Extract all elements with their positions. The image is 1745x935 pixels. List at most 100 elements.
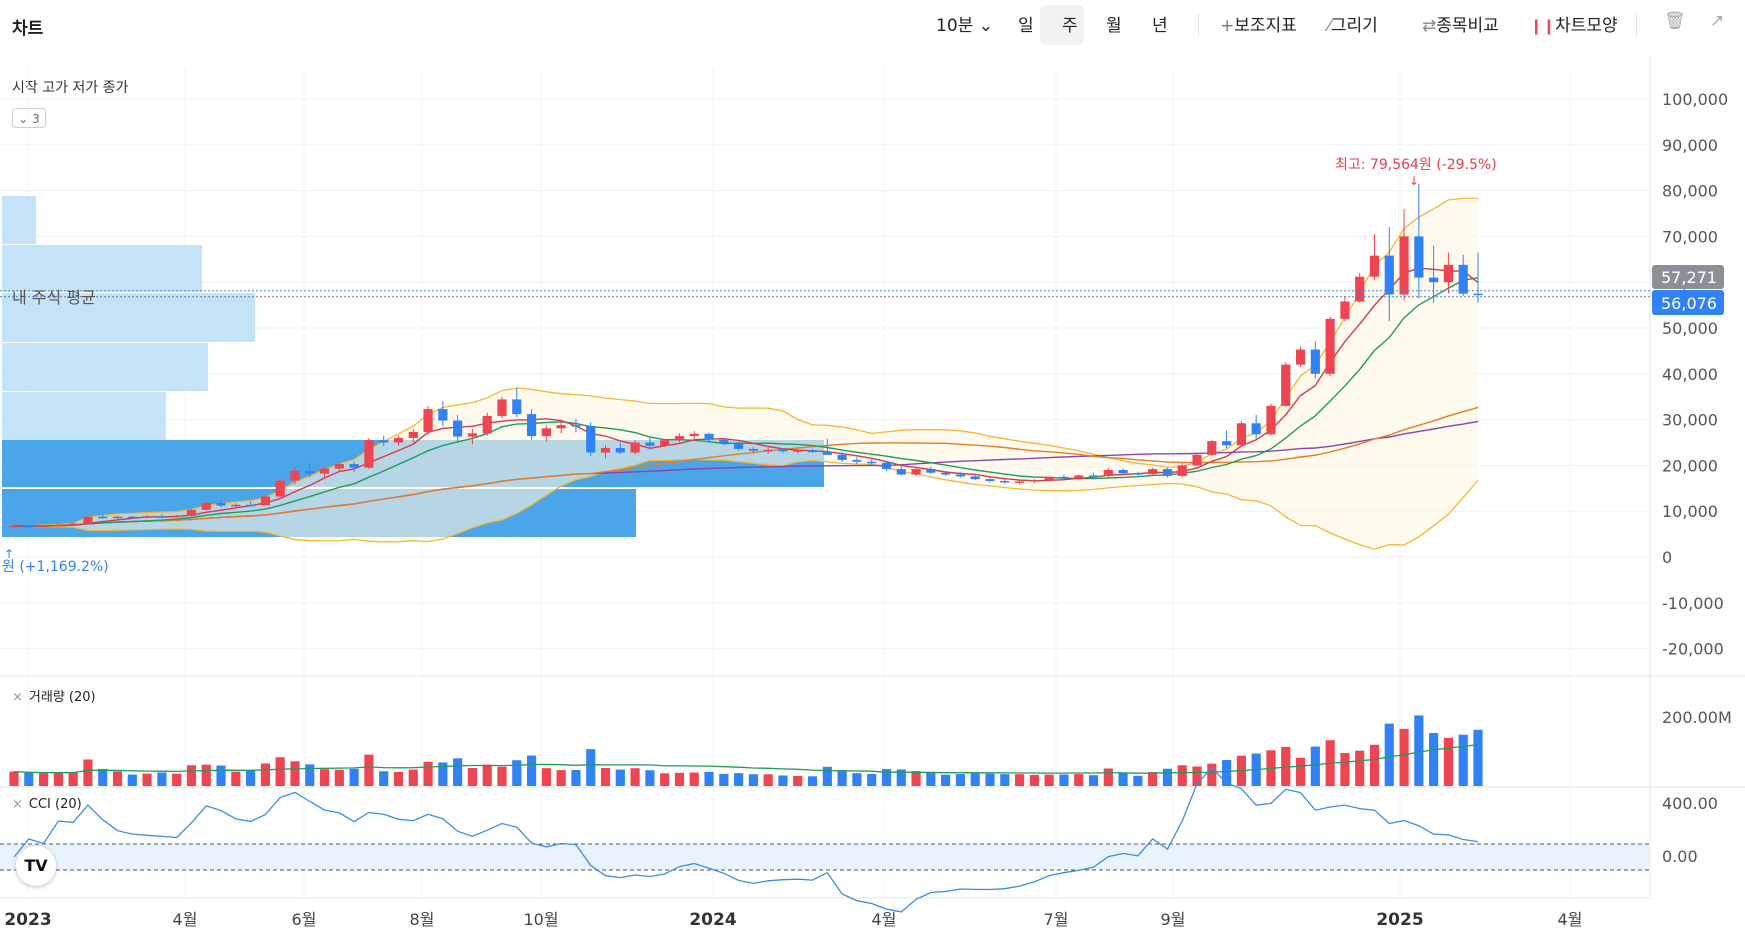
volume-bar [674,772,685,786]
legend-chip-count: 3 [32,112,40,126]
candle-body [1000,480,1010,483]
volume-bar [1207,763,1217,786]
bollinger-lower-line [13,458,1479,550]
candle-body [526,414,537,437]
volume-bar [556,770,566,786]
period-day-button[interactable]: 일 [1018,16,1034,36]
candle-body [379,440,389,443]
draw-button[interactable]: ⁄그리기 [1328,11,1378,36]
cci-line [13,766,1479,913]
price-tag-grey-bg [1652,265,1724,289]
candle-body [1295,349,1306,365]
candle-body [793,450,803,452]
tradingview-logo[interactable]: TV [16,846,56,886]
compare-button[interactable]: ⇄종목비교 [1422,11,1499,36]
chevron-down-icon: ⌄ [18,112,29,126]
period-selected-bg [1040,5,1084,45]
candle-body [38,525,49,527]
period-month-button[interactable]: 월 [1106,16,1122,36]
ma-5-line [13,267,1479,527]
y-tick-label: 80,000 [1662,182,1718,201]
close-icon[interactable]: × [12,690,23,705]
volume-bar [186,765,197,786]
x-tick-label: 8월 [410,910,435,929]
interval-dropdown[interactable]: 10분 ⌄ [936,11,993,36]
volume-bar [1458,734,1468,786]
candle-body [1458,264,1468,294]
candle-body [1251,423,1261,435]
legend-collapse-chip[interactable]: ⌄ 3 [12,108,46,128]
volume-bar [1429,733,1439,786]
period-year-button[interactable]: 년 [1152,16,1168,36]
volume-bar [1133,775,1143,786]
candle-body [1266,405,1276,435]
chevron-down-icon: ⌄ [978,16,993,36]
candle-body [1355,276,1365,302]
volume-y-label: 200.00M [1662,708,1732,727]
candle-body [630,442,640,453]
candle-body [1133,473,1143,475]
candle-body [290,470,300,481]
candle-body [334,464,344,469]
x-tick-label: 10월 [523,910,558,929]
toolbar-divider-2 [1636,14,1637,36]
candle-body [985,479,995,481]
volume-bar [216,765,226,786]
cci-band-fill [0,844,1650,870]
chart-shape-button[interactable]: ❙❙차트모양 [1530,11,1618,36]
volume-bar [719,773,729,786]
volume-bar [941,774,951,786]
volume-bar [275,757,285,786]
volume-bar [38,773,49,786]
volume-bar [453,758,463,786]
candle-body [319,468,330,474]
period-week-button[interactable]: 주 [1062,16,1078,36]
volume-bar [793,775,803,786]
volume-bar [763,774,773,786]
y-tick-label: 0 [1662,548,1672,567]
candle-body [393,437,404,443]
candle-body [216,502,226,506]
candle-body [926,469,936,473]
volume-bar [985,773,995,786]
volume-bar [807,776,818,786]
candle-body [852,459,862,462]
volume-bar [334,769,344,786]
volume-bar [467,768,478,786]
indicators-button[interactable]: +보조지표 [1220,11,1297,36]
expand-icon[interactable]: ↗ [1710,11,1725,31]
ma-10-line [13,277,1479,527]
price-tag-blue-bg [1652,290,1724,315]
candle-body [867,461,877,464]
candle-body [941,472,951,475]
volume-bar [615,769,625,786]
volume-ma-line [13,743,1479,774]
volume-bar [748,774,758,786]
volume-bar [689,772,699,786]
volume-bar [1473,729,1483,786]
x-tick-label: 4월 [872,910,897,929]
tradingview-logo-icon: TV [24,856,48,875]
ohlc-legend: 시작 고가 저가 종가 [12,80,129,96]
candle-body [1118,469,1128,474]
candle-body [674,436,685,441]
candle-body [881,462,892,470]
volume-bar [98,768,108,786]
candle-body [1059,476,1069,479]
volume-bar [1384,723,1394,786]
volume-bar [157,772,167,786]
volume-bar [822,766,832,786]
volume-bar [526,755,537,786]
candle-body [1074,475,1084,478]
candle-body [275,480,285,497]
close-icon[interactable]: × [12,797,23,812]
y-tick-label: 50,000 [1662,319,1718,338]
volume-bar [482,764,492,786]
volume-bar [423,761,433,786]
volume-bar [734,773,744,786]
trash-icon[interactable]: 🗑 [1664,11,1686,31]
candle-body [955,474,966,477]
volume-bar [586,749,596,786]
candle-body [98,516,108,519]
